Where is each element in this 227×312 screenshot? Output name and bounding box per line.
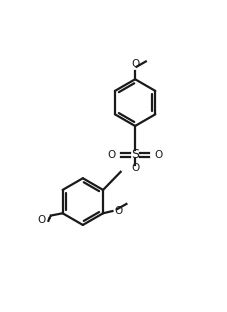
Text: O: O	[154, 150, 162, 160]
Text: S: S	[131, 149, 138, 161]
Text: O: O	[37, 215, 45, 225]
Text: O: O	[131, 60, 139, 70]
Text: O: O	[114, 206, 122, 216]
Text: O: O	[131, 163, 139, 173]
Text: O: O	[107, 150, 115, 160]
